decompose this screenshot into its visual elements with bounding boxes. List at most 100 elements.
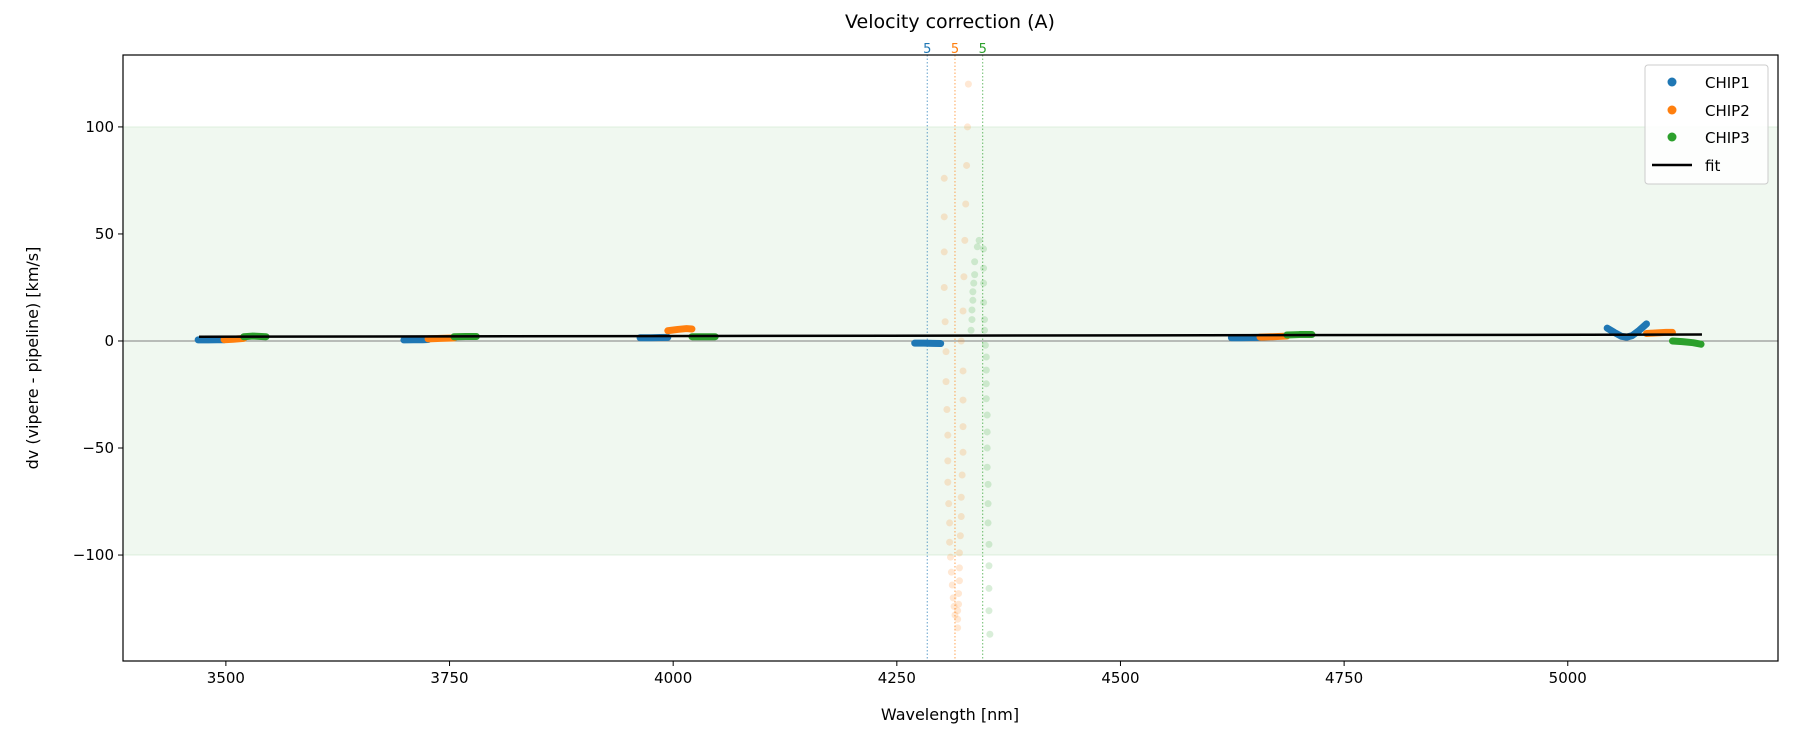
legend-label-chip3: CHIP3 [1705,129,1750,147]
scatter-point-chip2 [964,123,971,130]
data-segment-chip2 [668,329,692,331]
scatter-point-chip3 [985,481,992,488]
scatter-point-chip2 [950,594,957,601]
y-axis-ticks: −100 −50 0 50 100 [73,118,123,564]
scatter-point-chip2 [962,200,969,207]
scatter-point-chip2 [958,494,965,501]
scatter-point-chip2 [944,432,951,439]
scatter-point-chip3 [968,327,975,334]
scatter-point-chip2 [960,367,967,374]
scatter-point-chip3 [980,245,987,252]
scatter-point-chip3 [968,316,975,323]
legend-marker-chip1 [1668,78,1677,87]
scatter-point-chip3 [976,237,983,244]
scatter-point-chip2 [960,397,967,404]
scatter-point-chip3 [970,280,977,287]
scatter-point-chip3 [983,354,990,361]
scatter-point-chip2 [956,577,963,584]
scatter-point-chip3 [983,395,990,402]
scatter-point-chip3 [971,271,978,278]
scatter-point-chip2 [948,569,955,576]
scatter-point-chip3 [984,445,991,452]
x-tick-label: 4750 [1325,669,1363,687]
legend-label-fit: fit [1705,157,1720,175]
scatter-point-chip2 [943,378,950,385]
scatter-point-chip3 [984,464,991,471]
scatter-point-chip2 [944,457,951,464]
x-tick-label: 3500 [207,669,245,687]
scatter-point-chip2 [946,519,953,526]
scatter-point-chip3 [985,519,992,526]
scatter-point-chip3 [983,367,990,374]
scatter-point-chip2 [949,582,956,589]
scatter-point-chip2 [944,479,951,486]
scatter-point-chip2 [960,449,967,456]
scatter-point-chip3 [968,306,975,313]
scatter-point-chip3 [969,288,976,295]
scatter-point-chip3 [980,299,987,306]
x-axis-label: Wavelength [nm] [881,705,1019,724]
x-tick-label: 4000 [654,669,692,687]
scatter-point-chip3 [983,380,990,387]
scatter-point-chip3 [984,412,991,419]
scatter-point-chip3 [985,541,992,548]
scatter-point-chip3 [980,280,987,287]
y-tick-label: 0 [104,332,114,350]
scatter-point-chip3 [986,631,993,638]
scatter-point-chip2 [954,624,961,631]
scatter-point-chip2 [941,284,948,291]
data-segment-chip3 [1672,341,1701,344]
scatter-point-chip3 [985,562,992,569]
data-segment-chip2 [428,338,454,339]
legend-marker-chip2 [1668,106,1677,115]
scatter-point-chip2 [941,213,948,220]
y-axis-label: dv (vipere - pipeline) [km/s] [23,247,42,470]
scatter-point-chip3 [981,327,988,334]
scatter-point-chip2 [941,175,948,182]
scatter-point-chip2 [942,318,949,325]
scatter-point-chip2 [965,81,972,88]
legend-marker-chip3 [1668,133,1677,142]
scatter-point-chip2 [958,513,965,520]
scatter-point-chip3 [985,500,992,507]
scatter-point-chip2 [946,539,953,546]
scatter-point-chip2 [960,273,967,280]
scatter-point-chip2 [941,248,948,255]
scatter-point-chip3 [971,258,978,265]
chart-title: Velocity correction (A) [845,11,1055,33]
y-tick-label: −100 [73,546,114,564]
scatter-point-chip2 [947,554,954,561]
legend: CHIP1 CHIP2 CHIP3 fit [1645,65,1768,184]
legend-label-chip2: CHIP2 [1705,102,1750,120]
y-tick-label: −50 [82,439,114,457]
x-tick-label: 4250 [878,669,916,687]
scatter-point-chip2 [943,348,950,355]
data-segment-chip2 [1646,332,1672,333]
scatter-point-chip2 [943,406,950,413]
x-tick-label: 3750 [430,669,468,687]
scatter-point-chip2 [961,237,968,244]
data-segment-chip2 [224,338,244,339]
y-tick-label: 50 [95,225,114,243]
scatter-point-chip2 [957,532,964,539]
scatter-point-chip2 [956,549,963,556]
scatter-point-chip2 [956,564,963,571]
scatter-point-chip3 [974,243,981,250]
scatter-point-chip3 [980,265,987,272]
y-tick-label: 100 [85,118,114,136]
scatter-point-chip2 [945,500,952,507]
scatter-point-chip2 [951,611,958,618]
scatter-point-chip2 [958,337,965,344]
x-tick-label: 4500 [1101,669,1139,687]
scatter-point-chip2 [963,162,970,169]
scatter-point-chip3 [984,428,991,435]
scatter-point-chip3 [969,297,976,304]
scatter-point-chip3 [985,607,992,614]
scatter-point-chip2 [960,423,967,430]
legend-label-chip1: CHIP1 [1705,74,1750,92]
scatter-point-chip3 [981,316,988,323]
scatter-point-chip2 [960,308,967,315]
